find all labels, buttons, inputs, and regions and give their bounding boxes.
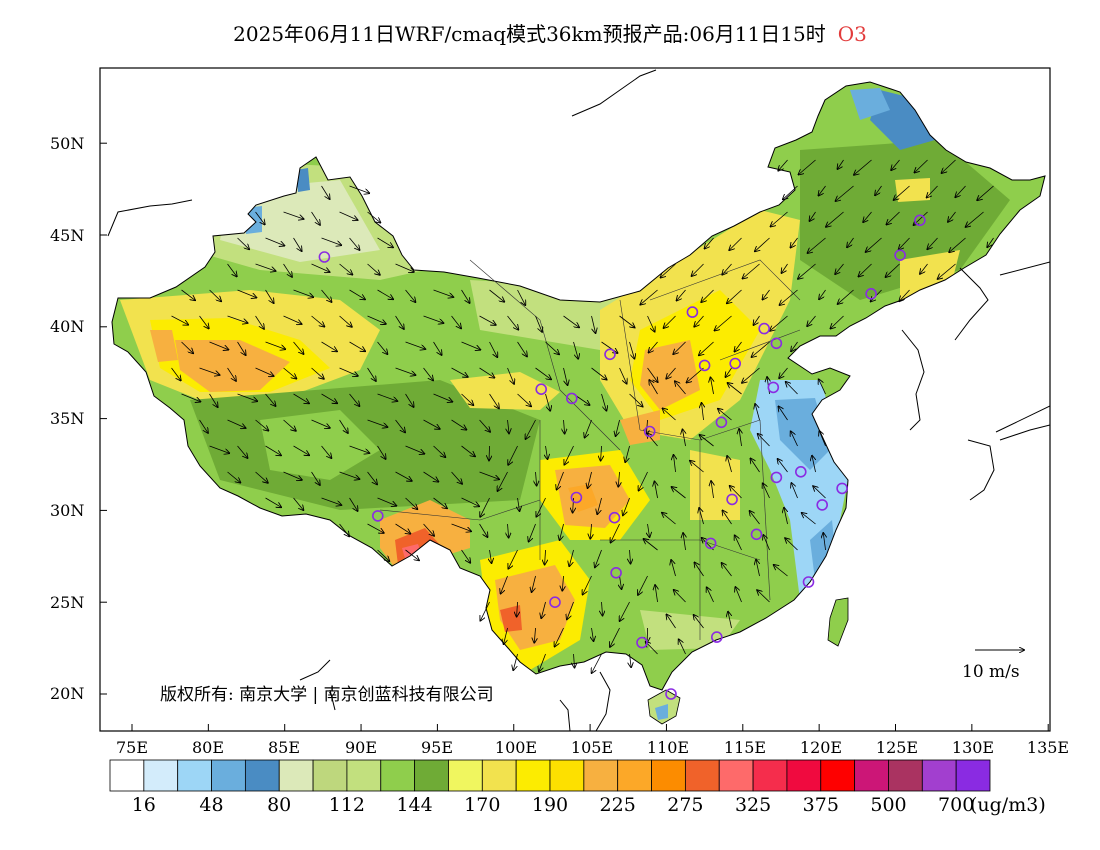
lon-label-85e: 85E bbox=[268, 738, 300, 757]
colorbar-swatch bbox=[719, 760, 753, 791]
wind-reference-label: 10 m/s bbox=[962, 662, 1020, 682]
lon-label-110e: 110E bbox=[647, 738, 689, 757]
lat-label-30n: 30N bbox=[50, 501, 84, 520]
colorbar-swatch bbox=[956, 760, 990, 791]
colorbar-label: 80 bbox=[267, 794, 291, 816]
colorbar-swatch bbox=[753, 760, 787, 791]
colorbar-swatch bbox=[482, 760, 516, 791]
lon-label-95e: 95E bbox=[421, 738, 453, 757]
colorbar-swatch bbox=[313, 760, 347, 791]
colorbar-label: 48 bbox=[199, 794, 223, 816]
colorbar-label: 112 bbox=[329, 794, 365, 816]
lon-label-105e: 105E bbox=[571, 738, 613, 757]
lon-label-80e: 80E bbox=[192, 738, 224, 757]
colorbar-swatch bbox=[212, 760, 246, 791]
lon-label-75e: 75E bbox=[116, 738, 148, 757]
colorbar-swatch bbox=[144, 760, 178, 791]
colorbar bbox=[110, 760, 990, 791]
colorbar-swatch bbox=[888, 760, 922, 791]
colorbar-swatch bbox=[821, 760, 855, 791]
lon-label-125e: 125E bbox=[876, 738, 918, 757]
colorbar-label: 170 bbox=[464, 794, 500, 816]
colorbar-label: 190 bbox=[532, 794, 568, 816]
colorbar-label: 500 bbox=[870, 794, 906, 816]
colorbar-swatch bbox=[550, 760, 584, 791]
colorbar-label: 325 bbox=[735, 794, 771, 816]
colorbar-swatch bbox=[415, 760, 449, 791]
colorbar-swatch bbox=[347, 760, 381, 791]
colorbar-swatch bbox=[516, 760, 550, 791]
colorbar-swatch bbox=[448, 760, 482, 791]
colorbar-label: 375 bbox=[803, 794, 839, 816]
lon-label-120e: 120E bbox=[800, 738, 842, 757]
colorbar-labels: 16 48 80 112 144 170 190 225 275 325 375 500 700 bbox=[0, 794, 1100, 822]
lat-label-25n: 25N bbox=[50, 593, 84, 612]
colorbar-swatch bbox=[855, 760, 889, 791]
colorbar-swatch bbox=[652, 760, 686, 791]
colorbar-swatch bbox=[922, 760, 956, 791]
lon-label-135e: 135E bbox=[1027, 738, 1069, 757]
colorbar-swatch bbox=[618, 760, 652, 791]
lat-label-50n: 50N bbox=[50, 134, 84, 153]
colorbar-swatch bbox=[685, 760, 719, 791]
colorbar-swatch bbox=[110, 760, 144, 791]
lat-label-45n: 45N bbox=[50, 226, 84, 245]
colorbar-label: 275 bbox=[667, 794, 703, 816]
colorbar-label: 700 bbox=[938, 794, 974, 816]
colorbar-swatch bbox=[787, 760, 821, 791]
colorbar-label: 144 bbox=[396, 794, 432, 816]
colorbar-swatch bbox=[245, 760, 279, 791]
lon-label-115e: 115E bbox=[724, 738, 766, 757]
wind-arrow bbox=[489, 446, 490, 460]
lon-label-100e: 100E bbox=[495, 738, 537, 757]
lat-label-20n: 20N bbox=[50, 684, 84, 703]
colorbar-swatch bbox=[178, 760, 212, 791]
lat-label-35n: 35N bbox=[50, 409, 84, 428]
lat-label-40n: 40N bbox=[50, 317, 84, 336]
copyright-notice: 版权所有: 南京大学 | 南京创蓝科技有限公司 bbox=[160, 680, 494, 705]
lon-label-130e: 130E bbox=[952, 738, 994, 757]
lon-label-90e: 90E bbox=[345, 738, 377, 757]
colorbar-swatch bbox=[279, 760, 313, 791]
colorbar-unit: (ug/m3) bbox=[970, 794, 1046, 816]
colorbar-swatch bbox=[584, 760, 618, 791]
colorbar-label: 225 bbox=[600, 794, 636, 816]
colorbar-label: 16 bbox=[132, 794, 156, 816]
colorbar-swatch bbox=[381, 760, 415, 791]
